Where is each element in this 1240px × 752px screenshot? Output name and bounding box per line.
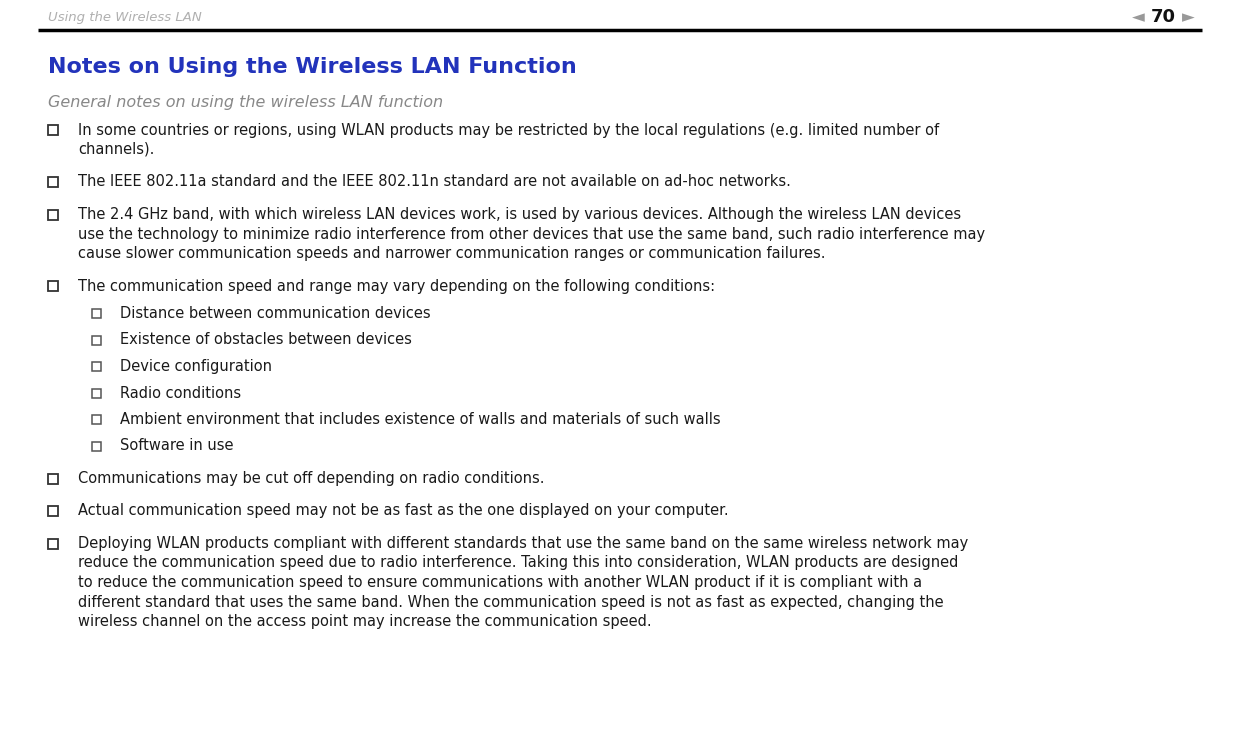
Text: Distance between communication devices: Distance between communication devices (120, 306, 430, 321)
Bar (92, 415, 100, 424)
Text: use the technology to minimize radio interference from other devices that use th: use the technology to minimize radio int… (78, 226, 985, 241)
Bar (92, 335, 100, 344)
Text: ◄: ◄ (1132, 8, 1145, 26)
Text: ►: ► (1182, 8, 1194, 26)
Text: Using the Wireless LAN: Using the Wireless LAN (48, 11, 202, 23)
Text: Deploying WLAN products compliant with different standards that use the same ban: Deploying WLAN products compliant with d… (78, 536, 968, 551)
Text: Actual communication speed may not be as fast as the one displayed on your compu: Actual communication speed may not be as… (78, 504, 729, 518)
Text: The communication speed and range may vary depending on the following conditions: The communication speed and range may va… (78, 278, 715, 293)
Text: In some countries or regions, using WLAN products may be restricted by the local: In some countries or regions, using WLAN… (78, 123, 939, 138)
Text: reduce the communication speed due to radio interference. Taking this into consi: reduce the communication speed due to ra… (78, 556, 959, 571)
Text: cause slower communication speeds and narrower communication ranges or communica: cause slower communication speeds and na… (78, 246, 826, 261)
Text: Ambient environment that includes existence of walls and materials of such walls: Ambient environment that includes existe… (120, 412, 720, 427)
Bar (92, 441, 100, 450)
Bar (92, 389, 100, 398)
Bar (48, 210, 58, 220)
Bar (48, 177, 58, 187)
Text: different standard that uses the same band. When the communication speed is not : different standard that uses the same ba… (78, 595, 944, 610)
Text: The IEEE 802.11a standard and the IEEE 802.11n standard are not available on ad-: The IEEE 802.11a standard and the IEEE 8… (78, 174, 791, 190)
Text: The 2.4 GHz band, with which wireless LAN devices work, is used by various devic: The 2.4 GHz band, with which wireless LA… (78, 207, 961, 222)
Text: Communications may be cut off depending on radio conditions.: Communications may be cut off depending … (78, 471, 544, 486)
Text: to reduce the communication speed to ensure communications with another WLAN pro: to reduce the communication speed to ens… (78, 575, 923, 590)
Bar (48, 281, 58, 291)
Text: Notes on Using the Wireless LAN Function: Notes on Using the Wireless LAN Function (48, 57, 577, 77)
Text: Existence of obstacles between devices: Existence of obstacles between devices (120, 332, 412, 347)
Bar (48, 506, 58, 516)
Bar (48, 538, 58, 548)
Text: channels).: channels). (78, 142, 154, 157)
Bar (92, 309, 100, 318)
Text: 70: 70 (1151, 8, 1176, 26)
Text: General notes on using the wireless LAN function: General notes on using the wireless LAN … (48, 96, 443, 111)
Text: Device configuration: Device configuration (120, 359, 272, 374)
Bar (92, 362, 100, 371)
Text: Radio conditions: Radio conditions (120, 386, 241, 401)
Bar (48, 125, 58, 135)
Text: wireless channel on the access point may increase the communication speed.: wireless channel on the access point may… (78, 614, 652, 629)
Bar (48, 474, 58, 484)
Text: Software in use: Software in use (120, 438, 233, 453)
